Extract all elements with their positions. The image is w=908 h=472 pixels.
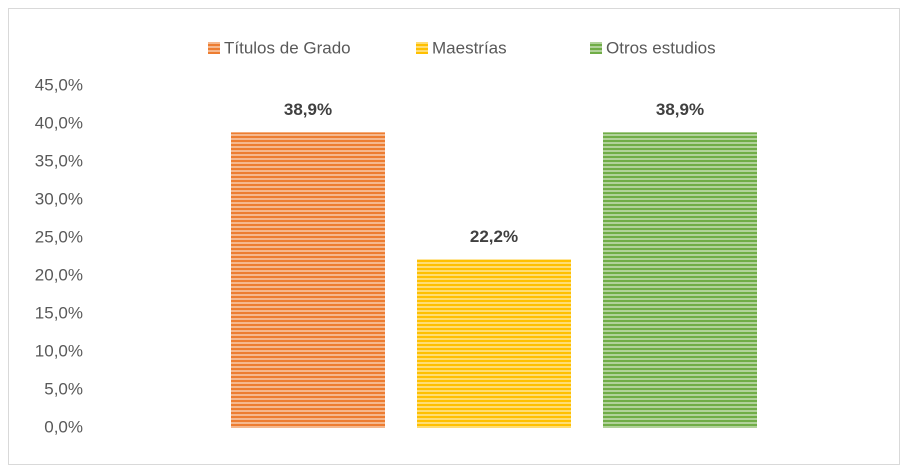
bar [603,132,757,429]
value-label: 38,9% [656,100,704,119]
y-tick-label: 5,0% [44,379,83,398]
value-label: 38,9% [284,100,332,119]
value-label: 22,2% [470,227,518,246]
legend-label: Maestrías [432,38,507,57]
legend-swatch [208,42,220,54]
y-tick-label: 45,0% [35,75,83,94]
legend-swatch [590,42,602,54]
y-tick-label: 35,0% [35,151,83,170]
bar [417,259,571,428]
y-tick-label: 25,0% [35,227,83,246]
y-tick-label: 20,0% [35,265,83,284]
y-tick-label: 10,0% [35,341,83,360]
y-tick-label: 40,0% [35,113,83,132]
legend-label: Títulos de Grado [224,38,351,57]
y-tick-label: 0,0% [44,417,83,436]
bar [231,132,385,429]
y-tick-label: 15,0% [35,303,83,322]
legend-label: Otros estudios [606,38,716,57]
y-tick-label: 30,0% [35,189,83,208]
legend-swatch [416,42,428,54]
